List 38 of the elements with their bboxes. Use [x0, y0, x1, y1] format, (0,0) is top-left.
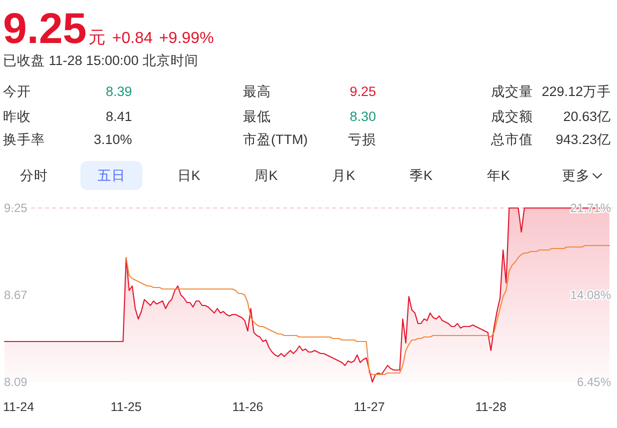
text: 8.39	[106, 84, 132, 99]
text: 年K	[486, 168, 510, 183]
text: 229.12万手	[542, 84, 611, 99]
y-tick-label: 8.67	[4, 288, 28, 302]
text: 昨收	[3, 109, 31, 124]
text: 943.23亿	[556, 132, 611, 147]
text: 月K	[332, 168, 356, 183]
text: 季K	[409, 168, 433, 183]
y-tick-label: 8.09	[4, 375, 28, 389]
text: 8.30	[350, 109, 376, 124]
y2-tick-label: 6.45%	[576, 375, 612, 389]
text: 周K	[254, 168, 278, 183]
text: 成交额	[491, 109, 533, 124]
text: 五日	[97, 168, 126, 183]
text: 更多	[562, 168, 590, 183]
text: 总市值	[490, 132, 533, 147]
text: 分时	[20, 168, 48, 183]
y-tick-label: 9.25	[4, 201, 28, 215]
text: 最低	[243, 109, 271, 124]
text: 8.41	[106, 109, 132, 124]
text: 已收盘 11-28 15:00:00 北京时间	[3, 53, 198, 68]
x-tick-label: 11-28	[475, 400, 506, 414]
text: 日K	[177, 168, 200, 183]
x-tick-label: 11-24	[3, 400, 34, 414]
x-tick-label: 11-26	[232, 400, 264, 414]
text: 最高	[243, 84, 271, 99]
text: 成交量	[491, 84, 533, 99]
text: 9.25元 +0.84 +9.99%	[3, 5, 214, 53]
text: 20.63亿	[563, 109, 611, 124]
text: 亏损	[348, 132, 376, 147]
text: 9.25	[350, 84, 376, 99]
text: 换手率	[3, 132, 45, 147]
x-tick-label: 11-27	[354, 400, 385, 414]
text: 市盈(TTM)	[243, 132, 308, 147]
y2-tick-label: 14.08%	[570, 288, 612, 302]
text: 3.10%	[94, 132, 132, 147]
text: 今开	[3, 84, 31, 99]
x-tick-label: 11-25	[110, 400, 142, 414]
